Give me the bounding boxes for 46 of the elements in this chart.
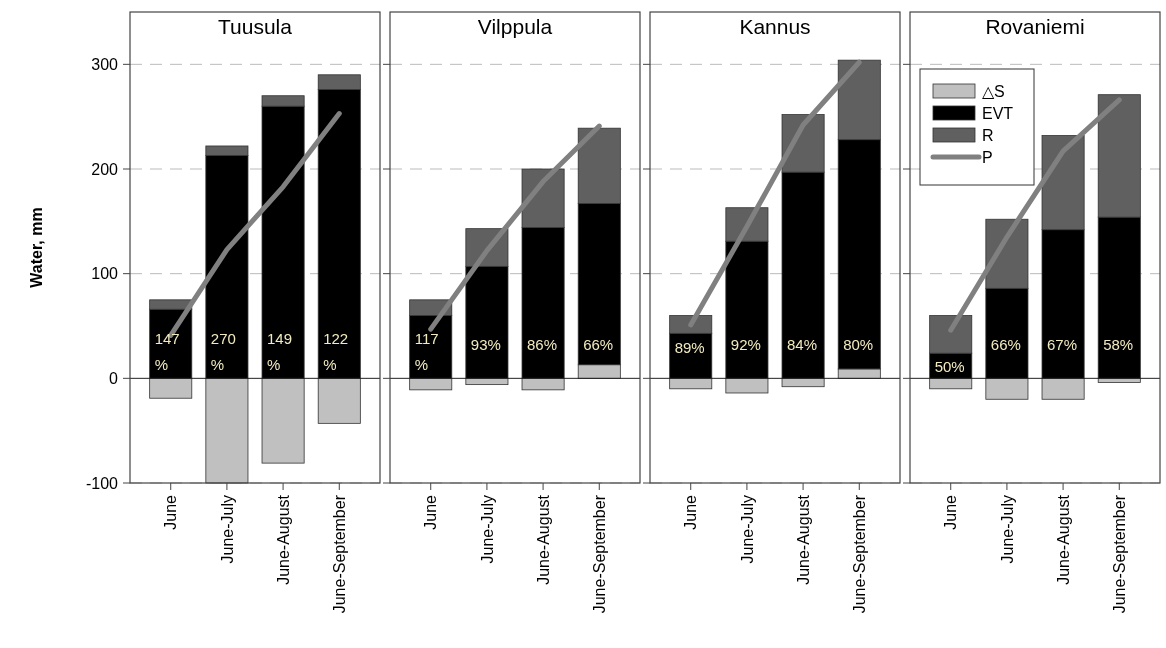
- x-tick-label: June-August: [274, 494, 292, 585]
- chart-title: Vilppula: [477, 15, 553, 38]
- y-axis-title: Water, mm: [28, 207, 45, 288]
- annotation: 58%: [1103, 335, 1134, 353]
- x-tick-label: June-July: [998, 495, 1016, 564]
- annotation: 117 %: [414, 329, 439, 373]
- x-tick-label: June: [162, 494, 180, 530]
- y-tick-label: 200: [91, 160, 119, 178]
- x-tick-label: June-July: [478, 495, 496, 564]
- x-tick-label: June-August: [1054, 494, 1072, 585]
- y-tick-label: 300: [91, 55, 119, 73]
- annotation: 93%: [470, 335, 501, 353]
- x-tick-label: June-September: [1110, 494, 1128, 614]
- x-tick-label: June-September: [850, 494, 868, 614]
- chart-title: Tuusula: [218, 15, 293, 38]
- annotation: 86%: [527, 335, 558, 353]
- y-tick-label: 100: [91, 265, 119, 283]
- legend-label: △S: [982, 83, 1005, 100]
- annotation: 89%: [674, 338, 705, 356]
- x-tick-label: June: [422, 494, 440, 530]
- y-tick-label: -100: [85, 474, 119, 492]
- annotation: 66%: [990, 335, 1021, 353]
- annotation: 270 %: [210, 329, 236, 373]
- annotation: 67%: [1047, 335, 1078, 353]
- legend-label: P: [982, 149, 993, 166]
- annotation: 92%: [730, 335, 761, 353]
- x-tick-label: June-August: [794, 494, 812, 585]
- chart-title: Rovaniemi: [985, 15, 1085, 38]
- x-tick-label: June: [682, 494, 700, 530]
- x-tick-label: June-September: [330, 494, 348, 614]
- annotation: 66%: [583, 335, 614, 353]
- x-tick-label: June-July: [218, 495, 236, 564]
- annotation: 149 %: [267, 329, 293, 373]
- x-tick-label: June-September: [590, 494, 608, 614]
- x-tick-label: June-August: [534, 494, 552, 585]
- annotation: 80%: [843, 335, 874, 353]
- chart-title: Kannus: [739, 15, 811, 38]
- legend-label: EVT: [982, 105, 1014, 122]
- y-tick-label: 0: [109, 369, 119, 387]
- legend-label: R: [982, 127, 994, 144]
- annotation: 147 %: [154, 329, 180, 373]
- x-tick-label: June: [942, 494, 960, 530]
- annotation: 122 %: [323, 329, 349, 373]
- annotation: 84%: [787, 335, 818, 353]
- annotation: 50%: [934, 358, 965, 376]
- x-tick-label: June-July: [738, 495, 756, 564]
